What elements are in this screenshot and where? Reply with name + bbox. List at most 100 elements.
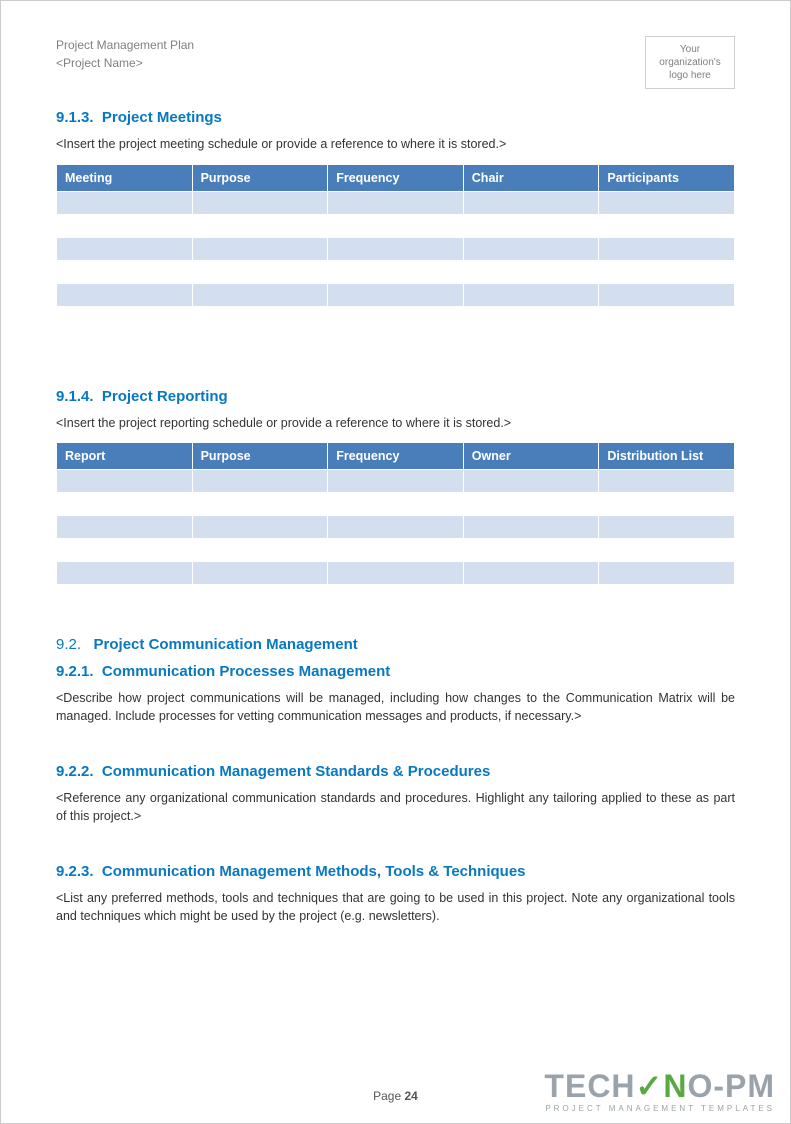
- table-cell: [328, 562, 464, 585]
- project-name-placeholder: <Project Name>: [56, 54, 194, 72]
- table-cell: [192, 585, 328, 608]
- heading-913: 9.1.3. Project Meetings: [56, 109, 735, 126]
- table-cell: [57, 516, 193, 539]
- table-cell: [192, 562, 328, 585]
- heading-title: Communication Management Standards & Pro…: [102, 763, 490, 780]
- table-cell: [463, 283, 599, 306]
- table-cell: [328, 470, 464, 493]
- table-cell: [599, 562, 735, 585]
- brand-part: O-PM: [687, 1068, 775, 1104]
- heading-number: 9.2.: [56, 636, 81, 653]
- logo-line: organization's: [656, 56, 724, 69]
- table-row: [57, 516, 735, 539]
- table-cell: [463, 516, 599, 539]
- table-cell: [328, 237, 464, 260]
- table-cell: [328, 260, 464, 283]
- table-row: [57, 562, 735, 585]
- watermark-logo: TECH✓NO-PM PROJECT MANAGEMENT TEMPLATES: [544, 1070, 775, 1113]
- table-cell: [57, 562, 193, 585]
- table-cell: [463, 585, 599, 608]
- table-cell: [192, 237, 328, 260]
- table-cell: [463, 306, 599, 329]
- table-cell: [599, 585, 735, 608]
- reporting-table: Report Purpose Frequency Owner Distribut…: [56, 442, 735, 608]
- brand-part: N: [663, 1068, 687, 1104]
- table-row: [57, 585, 735, 608]
- section-923-desc: <List any preferred methods, tools and t…: [56, 890, 735, 925]
- heading-921: 9.2.1. Communication Processes Managemen…: [56, 663, 735, 680]
- col-chair: Chair: [463, 164, 599, 191]
- table-cell: [192, 493, 328, 516]
- table-cell: [192, 516, 328, 539]
- heading-number: 9.1.3.: [56, 109, 94, 126]
- col-distribution: Distribution List: [599, 443, 735, 470]
- table-cell: [463, 470, 599, 493]
- table-cell: [463, 214, 599, 237]
- reporting-tbody: [57, 470, 735, 608]
- table-cell: [599, 516, 735, 539]
- table-cell: [57, 470, 193, 493]
- table-row: [57, 539, 735, 562]
- table-row: [57, 260, 735, 283]
- table-cell: [463, 562, 599, 585]
- col-owner: Owner: [463, 443, 599, 470]
- brand-part: TEC: [544, 1068, 611, 1104]
- table-cell: [599, 493, 735, 516]
- table-cell: [463, 260, 599, 283]
- heading-914: 9.1.4. Project Reporting: [56, 388, 735, 405]
- meetings-table: Meeting Purpose Frequency Chair Particip…: [56, 164, 735, 330]
- table-row: [57, 306, 735, 329]
- table-row: [57, 470, 735, 493]
- table-cell: [192, 214, 328, 237]
- heading-number: 9.2.3.: [56, 863, 94, 880]
- table-cell: [192, 470, 328, 493]
- heading-number: 9.1.4.: [56, 388, 94, 405]
- col-frequency: Frequency: [328, 443, 464, 470]
- logo-line: Your: [656, 43, 724, 56]
- table-cell: [328, 283, 464, 306]
- table-cell: [599, 237, 735, 260]
- table-cell: [57, 306, 193, 329]
- heading-title: Communication Management Methods, Tools …: [102, 863, 526, 880]
- col-frequency: Frequency: [328, 164, 464, 191]
- table-cell: [57, 493, 193, 516]
- col-report: Report: [57, 443, 193, 470]
- heading-92: 9.2. Project Communication Management: [56, 636, 735, 653]
- table-cell: [328, 306, 464, 329]
- brand-part: H: [611, 1068, 635, 1104]
- table-cell: [57, 283, 193, 306]
- heading-title: Project Meetings: [102, 109, 222, 126]
- col-participants: Participants: [599, 164, 735, 191]
- brand-text: TECH✓NO-PM: [544, 1070, 775, 1102]
- page-label: Page: [373, 1089, 401, 1103]
- heading-number: 9.2.2.: [56, 763, 94, 780]
- table-cell: [57, 191, 193, 214]
- table-row: [57, 191, 735, 214]
- heading-title: Communication Processes Management: [102, 663, 390, 680]
- table-cell: [57, 260, 193, 283]
- table-cell: [192, 539, 328, 562]
- heading-923: 9.2.3. Communication Management Methods,…: [56, 863, 735, 880]
- table-cell: [328, 539, 464, 562]
- table-cell: [599, 306, 735, 329]
- table-cell: [57, 539, 193, 562]
- table-cell: [599, 191, 735, 214]
- meetings-tbody: [57, 191, 735, 329]
- logo-placeholder: Your organization's logo here: [645, 36, 735, 89]
- table-row: [57, 283, 735, 306]
- table-cell: [328, 191, 464, 214]
- section-922-desc: <Reference any organizational communicat…: [56, 790, 735, 825]
- table-cell: [599, 260, 735, 283]
- table-cell: [192, 191, 328, 214]
- col-meeting: Meeting: [57, 164, 193, 191]
- heading-922: 9.2.2. Communication Management Standard…: [56, 763, 735, 780]
- table-cell: [328, 214, 464, 237]
- table-cell: [192, 306, 328, 329]
- table-cell: [328, 493, 464, 516]
- col-purpose: Purpose: [192, 164, 328, 191]
- heading-title: Project Reporting: [102, 388, 228, 405]
- section-913-desc: <Insert the project meeting schedule or …: [56, 136, 735, 154]
- table-cell: [57, 585, 193, 608]
- table-cell: [463, 191, 599, 214]
- page-header: Project Management Plan <Project Name> Y…: [56, 36, 735, 89]
